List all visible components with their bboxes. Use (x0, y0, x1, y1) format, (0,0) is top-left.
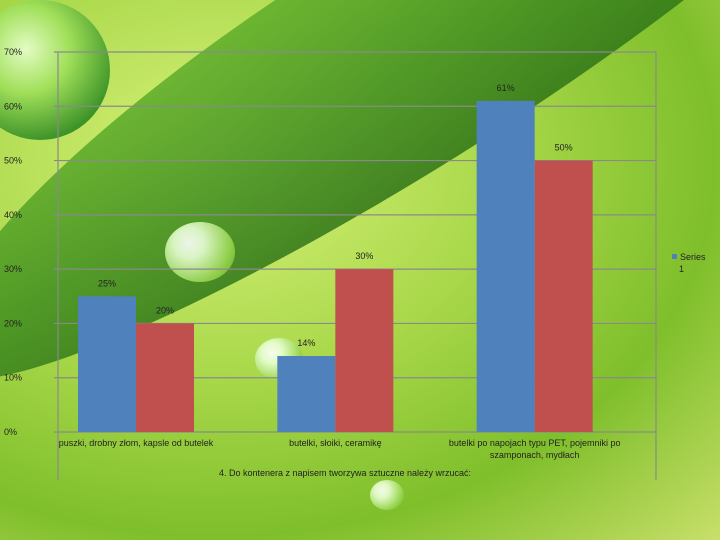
category-label: szamponach, mydłach (490, 450, 580, 460)
data-label: 30% (355, 251, 373, 261)
y-tick-label: 60% (4, 101, 22, 111)
data-label: 50% (555, 143, 573, 153)
y-tick-label: 0% (4, 427, 17, 437)
background-droplet (370, 480, 404, 510)
category-label: puszki, drobny złom, kapsle od butelek (59, 438, 214, 448)
chart-title: 4. Do kontenera z napisem tworzywa sztuc… (219, 468, 471, 478)
y-tick-label: 50% (4, 156, 22, 166)
data-labels: 25% 14% 61% 20% 30% 50% (98, 83, 573, 348)
bar (534, 160, 593, 433)
data-label: 20% (156, 305, 174, 315)
legend-label: Series (680, 252, 706, 262)
bar (78, 296, 136, 432)
y-tick-label: 40% (4, 210, 22, 220)
chart-legend: Series 1 (672, 252, 706, 274)
x-axis-categories: puszki, drobny złom, kapsle od butelek bu… (59, 438, 621, 460)
category-label: butelki po napojach typu PET, pojemniki … (449, 438, 621, 448)
data-label: 25% (98, 278, 116, 288)
data-label: 61% (497, 83, 515, 93)
y-tick-label: 10% (4, 373, 22, 383)
legend-label: 1 (679, 264, 684, 274)
y-tick-label: 30% (4, 264, 22, 274)
data-label: 14% (297, 338, 315, 348)
background-droplet (165, 222, 235, 282)
category-label: butelki, słoiki, ceramikę (289, 438, 382, 448)
bar (277, 356, 336, 432)
y-tick-label: 70% (4, 47, 22, 57)
background-globe (0, 0, 110, 140)
legend-swatch (672, 254, 677, 259)
y-axis-ticks: 0% 10% 20% 30% 40% 50% 60% 70% (4, 47, 22, 437)
bar (335, 269, 394, 432)
bar (476, 100, 535, 432)
bar (136, 323, 194, 432)
chart-bars (78, 100, 593, 433)
y-tick-label: 20% (4, 318, 22, 328)
